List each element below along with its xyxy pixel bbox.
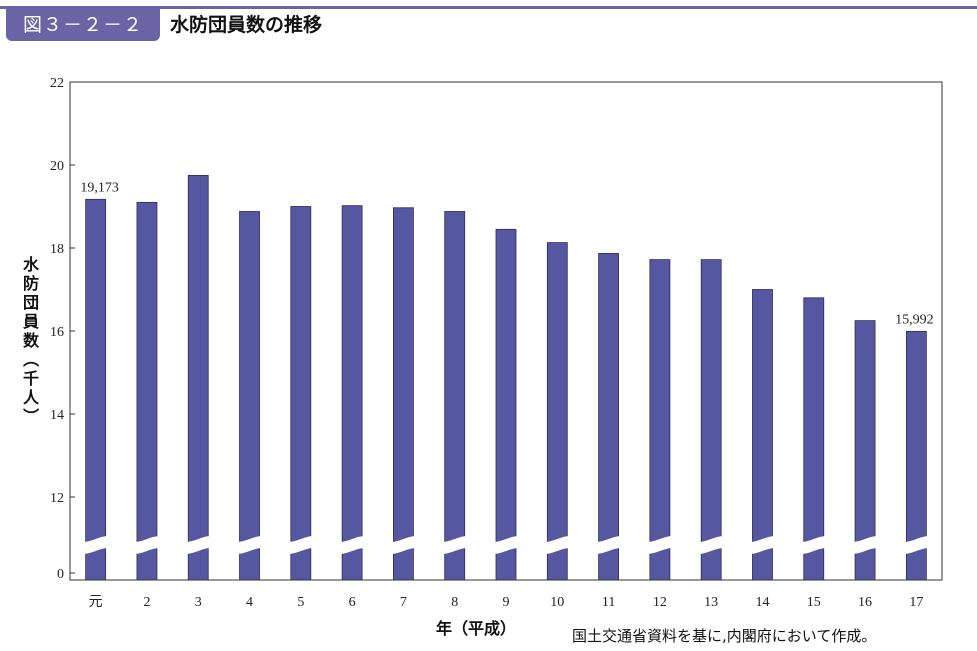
x-tick-label-3: 4 — [246, 595, 253, 610]
y-axis-label-char-7: 人 — [23, 388, 40, 407]
y-tick-label-0: 0 — [57, 567, 64, 582]
x-tick-label-16: 17 — [909, 595, 923, 610]
y-axis-label-char-8: ） — [21, 408, 40, 424]
bar-2 — [187, 174, 209, 581]
bar-11 — [649, 259, 671, 581]
y-axis-label-char-4: 数 — [23, 331, 40, 350]
x-tick-label-12: 13 — [704, 595, 718, 610]
bar-7 — [444, 211, 466, 581]
x-tick-label-5: 6 — [349, 595, 356, 610]
y-tick-label-1: 12 — [50, 491, 64, 506]
figure-title: 水防団員数の推移 — [170, 14, 323, 36]
bar-10 — [598, 252, 619, 581]
figure-number-badge: 図３－２－２ — [6, 9, 160, 41]
data-label-1: 15,992 — [895, 312, 934, 327]
y-axis-label-char-5: （ — [21, 351, 40, 367]
x-axis-label: 年（平成） — [436, 619, 516, 638]
x-tick-label-4: 5 — [297, 595, 304, 610]
header-rule — [0, 6, 977, 9]
x-tick-label-0: 元 — [89, 595, 103, 610]
axis-break-band — [70, 536, 942, 554]
y-tick-label-2: 14 — [50, 408, 64, 423]
bar-13 — [752, 289, 773, 581]
y-axis-label-char-1: 防 — [23, 274, 39, 293]
y-tick-label-6: 22 — [50, 76, 64, 91]
x-tick-label-14: 15 — [807, 595, 821, 610]
x-tick-label-10: 11 — [602, 595, 615, 610]
source-note: 国土交通省資料を基に,内閣府において作成。 — [572, 627, 877, 645]
x-tick-label-2: 3 — [195, 595, 202, 610]
y-axis-label-char-3: 員 — [22, 312, 39, 331]
y-tick-label-5: 20 — [50, 159, 64, 174]
x-tick-label-11: 12 — [653, 595, 667, 610]
bar-1 — [136, 201, 158, 581]
y-axis-label-char-0: 水 — [23, 255, 40, 274]
y-axis-label-char-6: 千 — [23, 369, 39, 388]
bar-4 — [290, 206, 312, 581]
bar-9 — [546, 242, 568, 581]
x-tick-label-7: 8 — [451, 595, 458, 610]
y-axis-label-char-2: 団 — [23, 293, 39, 312]
y-tick-label-4: 18 — [50, 242, 64, 257]
x-tick-label-8: 9 — [503, 595, 510, 610]
data-label-0: 19,173 — [80, 180, 119, 195]
x-tick-label-13: 14 — [755, 595, 769, 610]
x-tick-label-6: 7 — [400, 595, 407, 610]
y-tick-label-3: 16 — [50, 325, 64, 340]
bar-12 — [700, 259, 722, 581]
bar-3 — [239, 211, 260, 581]
bar-8 — [495, 228, 517, 581]
x-tick-label-15: 16 — [858, 595, 872, 610]
x-tick-label-1: 2 — [143, 595, 150, 610]
bar-5 — [341, 205, 363, 581]
bar-0 — [85, 198, 107, 581]
bar-6 — [393, 207, 414, 581]
x-tick-label-9: 10 — [550, 595, 564, 610]
